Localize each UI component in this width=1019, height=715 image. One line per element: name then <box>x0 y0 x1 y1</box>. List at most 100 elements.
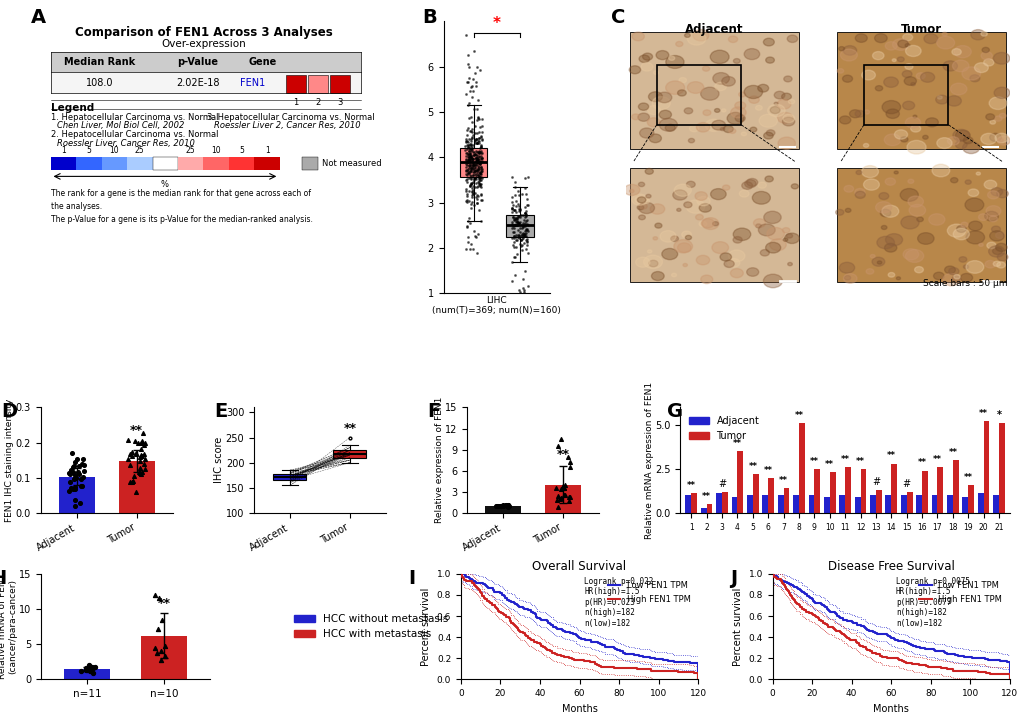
Point <box>507 213 524 225</box>
Point <box>458 169 474 180</box>
Point <box>515 222 531 233</box>
Point <box>463 112 479 123</box>
Circle shape <box>734 102 745 109</box>
Circle shape <box>900 137 907 142</box>
Point <box>517 208 533 220</box>
Point <box>465 129 481 141</box>
Point <box>458 243 474 255</box>
Point <box>460 58 476 69</box>
Circle shape <box>647 105 659 114</box>
Point <box>464 132 480 143</box>
Circle shape <box>733 228 750 240</box>
Text: Over-expression: Over-expression <box>162 39 247 49</box>
Bar <box>752 474 758 513</box>
Point <box>519 218 535 230</box>
Point <box>492 500 508 511</box>
Point <box>514 222 530 234</box>
Circle shape <box>656 92 672 103</box>
Point <box>515 209 531 221</box>
Point <box>472 131 488 142</box>
Text: #: # <box>717 478 726 488</box>
Point <box>463 162 479 174</box>
Point <box>518 234 534 245</box>
Point <box>513 235 529 246</box>
Circle shape <box>674 184 691 197</box>
Circle shape <box>994 87 1009 99</box>
Point <box>506 214 523 225</box>
Point <box>466 158 482 169</box>
Point <box>458 159 474 170</box>
Text: **: ** <box>855 457 864 465</box>
Point <box>473 133 489 144</box>
Point <box>465 179 481 191</box>
Point <box>471 147 487 159</box>
Point <box>473 145 489 157</box>
Circle shape <box>990 187 1002 196</box>
Circle shape <box>654 223 661 228</box>
Point <box>505 251 522 262</box>
Circle shape <box>694 192 706 200</box>
Circle shape <box>935 36 954 49</box>
Text: 2. Hepatocellular Carcinoma vs. Normal: 2. Hepatocellular Carcinoma vs. Normal <box>51 130 218 139</box>
Point <box>469 191 485 202</box>
Point <box>548 494 565 506</box>
Circle shape <box>631 194 647 205</box>
Point <box>464 152 480 164</box>
Point <box>471 172 487 184</box>
Circle shape <box>884 234 902 246</box>
Circle shape <box>783 238 787 242</box>
Circle shape <box>701 219 713 228</box>
Circle shape <box>984 114 994 120</box>
Point <box>511 231 527 242</box>
Circle shape <box>744 49 759 59</box>
Point <box>472 156 488 167</box>
Bar <box>177 157 203 169</box>
Circle shape <box>741 132 746 136</box>
Circle shape <box>922 135 927 139</box>
Point <box>461 154 477 166</box>
Point <box>505 214 522 226</box>
Circle shape <box>934 95 948 104</box>
Point <box>459 197 475 208</box>
Point <box>549 490 566 502</box>
Point <box>512 216 528 227</box>
Circle shape <box>839 262 854 273</box>
Point <box>470 154 486 165</box>
Point <box>463 178 479 189</box>
Point <box>508 248 525 260</box>
Circle shape <box>730 269 743 277</box>
Circle shape <box>861 166 877 177</box>
Circle shape <box>982 59 993 66</box>
Point <box>473 174 489 186</box>
Circle shape <box>994 116 1001 122</box>
Circle shape <box>991 247 1002 255</box>
Point <box>463 196 479 207</box>
Point <box>462 150 478 162</box>
Point <box>506 189 523 201</box>
Point <box>470 113 486 124</box>
Circle shape <box>943 61 957 71</box>
Point <box>463 186 479 197</box>
Bar <box>915 495 921 513</box>
Point <box>462 180 478 192</box>
Circle shape <box>953 275 959 279</box>
Circle shape <box>892 59 896 61</box>
Point <box>472 179 488 190</box>
Circle shape <box>876 261 881 264</box>
Circle shape <box>863 110 868 114</box>
Point <box>460 163 476 174</box>
Point <box>507 241 524 252</box>
Point <box>514 229 530 240</box>
Circle shape <box>838 46 844 51</box>
Point <box>465 159 481 171</box>
Circle shape <box>681 231 691 238</box>
Point <box>473 163 489 174</box>
Point <box>468 77 484 88</box>
Point <box>137 463 153 475</box>
Point <box>470 147 486 158</box>
Point <box>518 205 534 217</box>
Point <box>498 500 515 511</box>
Point <box>468 197 484 209</box>
Point <box>66 473 83 485</box>
Y-axis label: Relative expression of FEN1: Relative expression of FEN1 <box>434 397 443 523</box>
